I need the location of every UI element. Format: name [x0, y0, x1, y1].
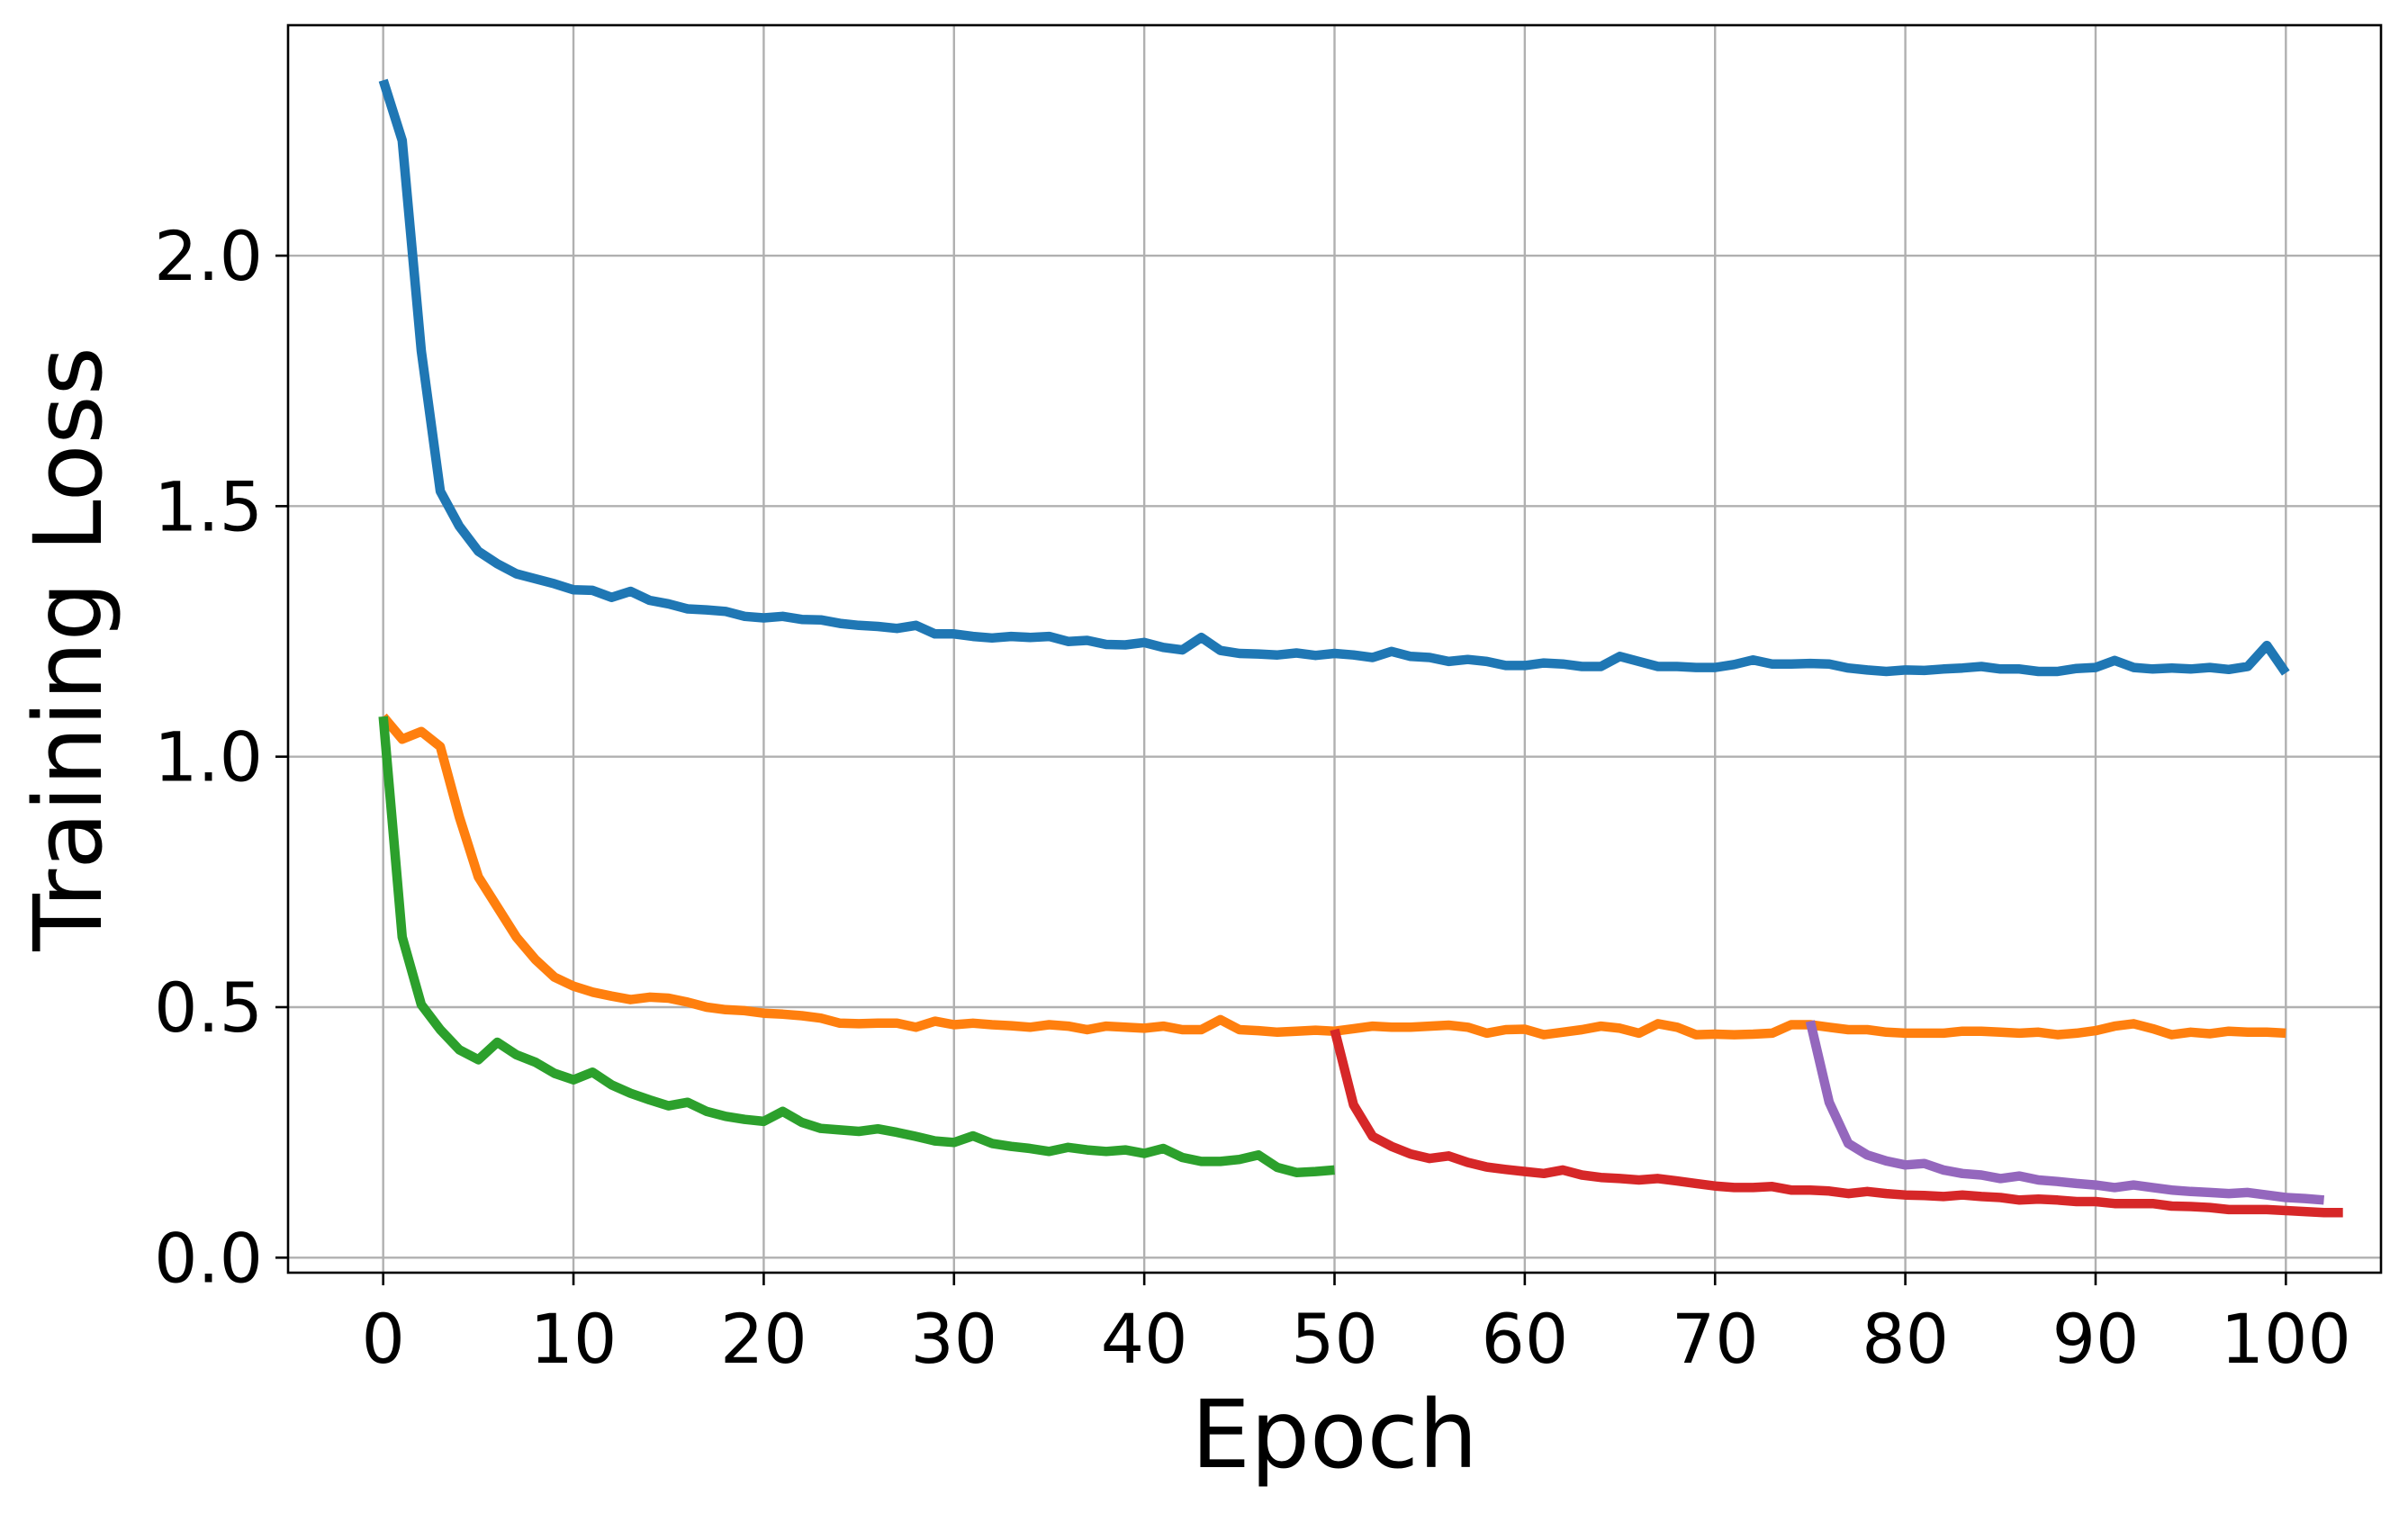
- y-tick-label: 0.0: [154, 1218, 263, 1298]
- axis-ticks: 0 10 20 30 40 50 60 70 80 90 100 0.0 0.5 1.0 1.5 2.0: [154, 216, 2351, 1379]
- x-tick-label: 30: [910, 1299, 997, 1379]
- x-tick-label: 20: [720, 1299, 807, 1379]
- x-tick-label: 10: [530, 1299, 618, 1379]
- y-tick-label: 1.0: [154, 717, 263, 797]
- x-tick-label: 90: [2052, 1299, 2140, 1379]
- gridlines: [288, 25, 2381, 1273]
- x-tick-label: 70: [1672, 1299, 1759, 1379]
- series-line-3: [378, 716, 1335, 1177]
- x-tick-label: 0: [362, 1299, 405, 1379]
- y-tick-label: 1.5: [154, 466, 263, 546]
- x-tick-label: 40: [1101, 1299, 1188, 1379]
- y-tick-label: 2.0: [154, 216, 263, 296]
- series-lines: [378, 78, 2343, 1218]
- x-tick-label: 50: [1291, 1299, 1378, 1379]
- series-line-1: [378, 78, 2290, 677]
- x-axis-title: Epoch: [1191, 1380, 1477, 1490]
- y-axis-title: Training Loss: [14, 347, 123, 952]
- series-line-4: [1330, 1028, 2343, 1218]
- x-tick-label: 60: [1482, 1299, 1569, 1379]
- y-tick-label: 0.5: [154, 968, 263, 1048]
- x-tick-label: 100: [2221, 1299, 2351, 1379]
- x-tick-label: 80: [1862, 1299, 1949, 1379]
- series-line-5: [1805, 1020, 2325, 1205]
